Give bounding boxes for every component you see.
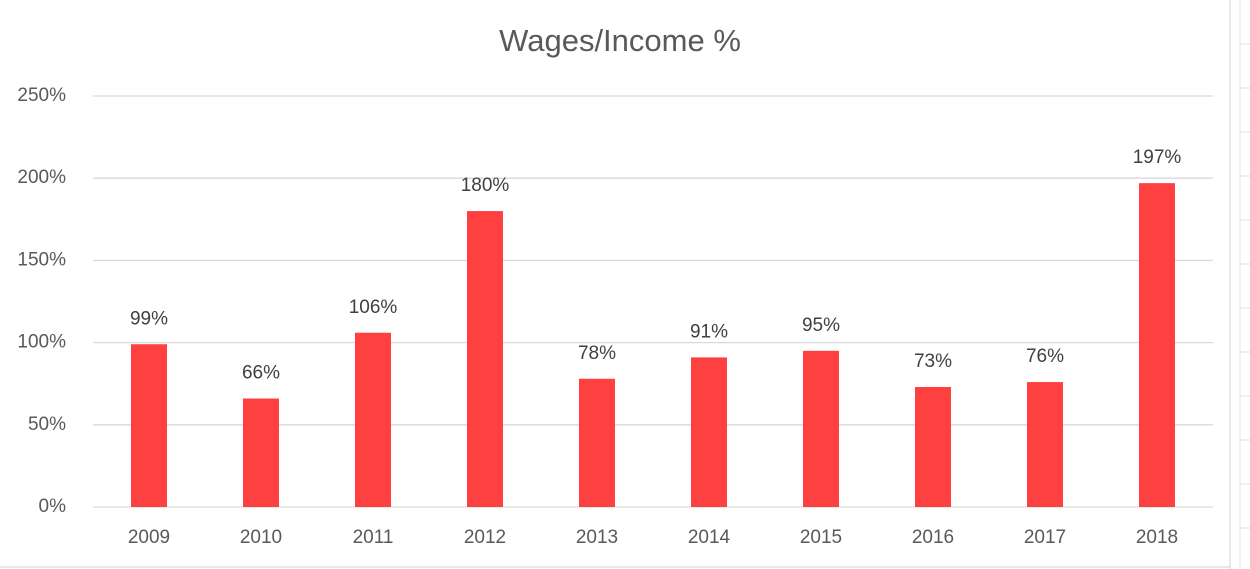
bar (691, 357, 727, 507)
x-tick-label: 2010 (240, 527, 282, 548)
y-tick-label: 0% (39, 496, 67, 517)
data-label: 76% (1026, 346, 1064, 367)
x-tick-label: 2011 (353, 527, 394, 548)
bar (803, 350, 839, 507)
data-label: 197% (1133, 147, 1182, 168)
x-tick-label: 2016 (912, 527, 954, 548)
bar (131, 344, 167, 507)
x-tick-label: 2014 (688, 527, 731, 548)
y-tick-label: 100% (17, 332, 66, 353)
bar (1027, 382, 1063, 507)
x-tick-label: 2013 (576, 527, 618, 548)
bar (243, 398, 279, 507)
bar (1139, 183, 1175, 507)
y-tick-label: 250% (17, 85, 66, 106)
x-tick-label: 2015 (800, 527, 842, 548)
data-label: 66% (242, 363, 280, 384)
y-tick-label: 200% (17, 167, 66, 188)
y-tick-label: 50% (28, 414, 66, 435)
bar (355, 332, 391, 507)
data-label: 180% (461, 175, 510, 196)
sheet-grid (1239, 0, 1250, 569)
x-tick-label: 2018 (1136, 527, 1178, 548)
x-tick-label: 2009 (128, 527, 170, 548)
data-label: 73% (914, 351, 952, 372)
data-label: 95% (802, 315, 840, 336)
data-label: 99% (130, 308, 168, 329)
chart-title: Wages/Income % (499, 23, 741, 58)
bar (915, 386, 951, 507)
bar (579, 378, 615, 507)
data-label: 78% (578, 343, 616, 364)
x-tick-label: 2017 (1024, 527, 1066, 548)
x-tick-label: 2012 (464, 527, 506, 548)
y-tick-label: 150% (17, 249, 66, 270)
data-label: 106% (349, 297, 398, 318)
data-label: 91% (690, 321, 728, 342)
bar (467, 211, 503, 507)
